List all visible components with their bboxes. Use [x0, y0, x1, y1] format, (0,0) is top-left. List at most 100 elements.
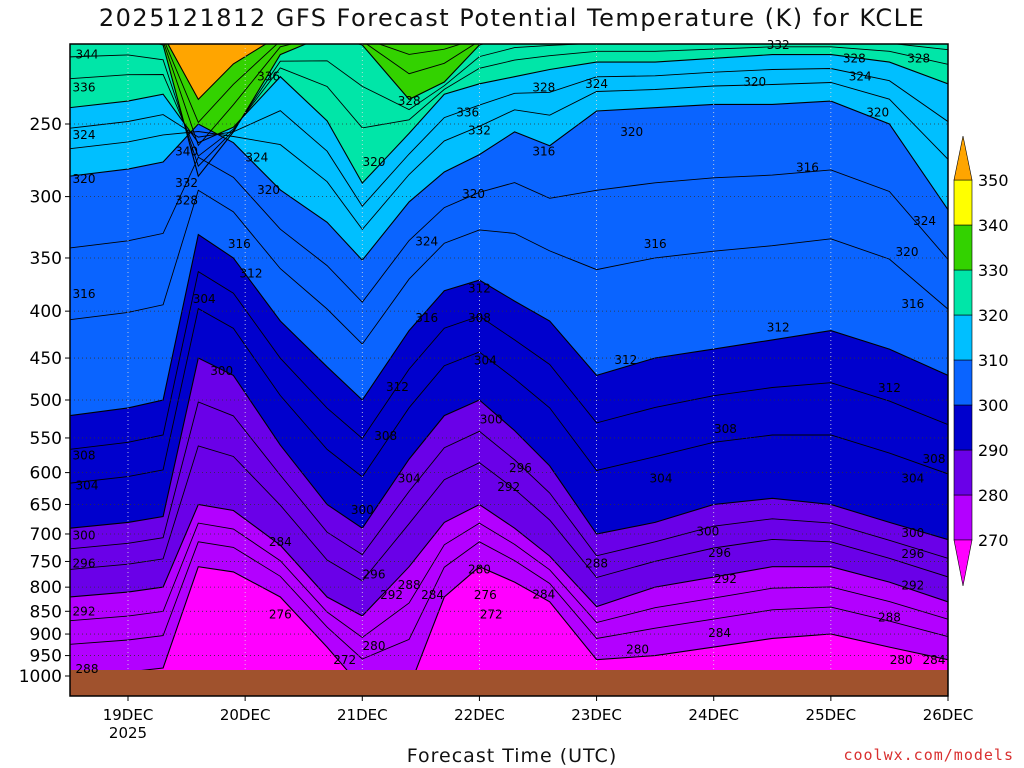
x-tick-label-20DEC: 20DEC — [220, 706, 271, 724]
isotherm-intermediate-340-2 — [165, 44, 463, 124]
contour-label-312: 312 — [468, 282, 491, 296]
contour-label-332: 332 — [767, 38, 790, 52]
x-tick-label-22DEC: 22DEC — [454, 706, 505, 724]
y-tick-label-600: 600 — [30, 464, 62, 484]
contour-label-288: 288 — [398, 578, 421, 592]
contour-label-320: 320 — [866, 106, 889, 120]
contour-label-328: 328 — [532, 80, 555, 94]
contour-label-328: 328 — [843, 51, 866, 65]
contour-label-280: 280 — [626, 643, 649, 657]
contour-label-272: 272 — [333, 653, 356, 667]
contour-label-312: 312 — [386, 380, 409, 394]
y-tick-label-750: 750 — [30, 552, 62, 572]
y-tick-label-800: 800 — [30, 578, 62, 598]
colorbar-segment-310-320 — [953, 314, 973, 361]
y-tick-label-850: 850 — [30, 602, 62, 622]
contour-label-308: 308 — [468, 311, 491, 325]
y-tick-label-300: 300 — [30, 188, 62, 208]
colorbar-label-330: 330 — [978, 261, 1009, 280]
y-tick-label-1000: 1000 — [19, 667, 62, 687]
y-tick-label-700: 700 — [30, 525, 62, 545]
y-tick-label-900: 900 — [30, 625, 62, 645]
isotherm-intermediate-290-2 — [70, 401, 948, 559]
contour-label-320: 320 — [620, 125, 643, 139]
y-tick-label-400: 400 — [30, 302, 62, 322]
contour-label-324: 324 — [245, 151, 268, 165]
chart-title: 2025121812 GFS Forecast Potential Temper… — [98, 4, 926, 32]
x-tick-label-26DEC: 26DEC — [923, 706, 974, 724]
contour-label-292: 292 — [497, 480, 520, 494]
contour-label-308: 308 — [73, 449, 96, 463]
contour-label-296: 296 — [363, 568, 386, 582]
colorbar-label-310: 310 — [978, 351, 1009, 370]
contour-label-340: 340 — [175, 145, 198, 159]
contour-label-320: 320 — [462, 187, 485, 201]
contour-label-316: 316 — [532, 145, 555, 159]
contour-label-312: 312 — [240, 267, 263, 281]
contour-label-316: 316 — [796, 161, 819, 175]
contour-label-324: 324 — [913, 214, 936, 228]
contour-label-312: 312 — [767, 321, 790, 335]
isotherm-intermediate-290-1 — [70, 445, 948, 582]
isotherm-310 — [70, 233, 948, 417]
x-tick-label-19DEC: 19DEC — [103, 706, 154, 724]
contour-label-280: 280 — [468, 562, 491, 576]
contour-label-308: 308 — [374, 429, 397, 443]
isotherm-intermediate-330-1 — [70, 46, 948, 157]
contour-label-316: 316 — [644, 237, 667, 251]
x-tick-label-24DEC: 24DEC — [688, 706, 739, 724]
colorbar-label-270: 270 — [978, 531, 1009, 550]
contour-label-304: 304 — [193, 292, 216, 306]
x-axis-title: Forecast Time (UTC) — [406, 745, 618, 767]
contour-label-284: 284 — [708, 626, 731, 640]
isotherm-intermediate-280-2 — [70, 522, 948, 639]
x-tick-label-23DEC: 23DEC — [571, 706, 622, 724]
colorbar-label-280: 280 — [978, 486, 1009, 505]
contour-label-328: 328 — [907, 51, 930, 65]
isotherm-350 — [167, 44, 267, 101]
contour-label-320: 320 — [363, 155, 386, 169]
y-tick-label-650: 650 — [30, 495, 62, 515]
theta-band-below-280 — [70, 566, 948, 696]
colorbar-segment-330-340 — [953, 224, 973, 271]
y-tick-label-450: 450 — [30, 349, 62, 369]
colorbar-label-320: 320 — [978, 306, 1009, 325]
contour-label-284: 284 — [269, 535, 292, 549]
contour-label-304: 304 — [398, 472, 421, 486]
contour-label-288: 288 — [76, 662, 99, 676]
isotherm-300 — [70, 357, 948, 541]
y-tick-label-500: 500 — [30, 391, 62, 411]
colorbar-segment-280-290 — [953, 449, 973, 496]
isotherm-intermediate-320-2 — [70, 68, 948, 207]
contour-label-300: 300 — [480, 412, 503, 426]
colorbar-bottom-arrow — [953, 539, 973, 587]
y-tick-label-950: 950 — [30, 647, 62, 667]
contour-label-324: 324 — [73, 128, 96, 142]
contour-label-320: 320 — [73, 172, 96, 186]
contour-label-336: 336 — [73, 80, 96, 94]
plot-frame — [69, 43, 949, 697]
isotherm-intermediate-330-2 — [70, 44, 948, 167]
colorbar-label-340: 340 — [978, 216, 1009, 235]
contour-label-276: 276 — [269, 608, 292, 622]
contour-label-320: 320 — [257, 183, 280, 197]
contour-label-304: 304 — [474, 354, 497, 368]
contour-label-316: 316 — [901, 297, 924, 311]
contour-label-324: 324 — [585, 77, 608, 91]
contour-label-304: 304 — [650, 472, 673, 486]
colorbar-top-arrow — [953, 135, 973, 181]
contour-label-312: 312 — [614, 353, 637, 367]
isotherm-280 — [70, 566, 948, 689]
isotherm-290 — [70, 503, 948, 617]
contour-label-316: 316 — [415, 311, 438, 325]
source-credit: coolwx.com/models — [843, 746, 1014, 764]
isotherm-340 — [157, 44, 485, 178]
contour-label-296: 296 — [509, 461, 532, 475]
contour-label-300: 300 — [210, 364, 233, 378]
contour-label-296: 296 — [73, 557, 96, 571]
colorbar-segment-300-310 — [953, 359, 973, 406]
isotherm-intermediate-300-1 — [70, 307, 948, 484]
x-year-label: 2025 — [109, 724, 147, 742]
contour-label-300: 300 — [901, 526, 924, 540]
